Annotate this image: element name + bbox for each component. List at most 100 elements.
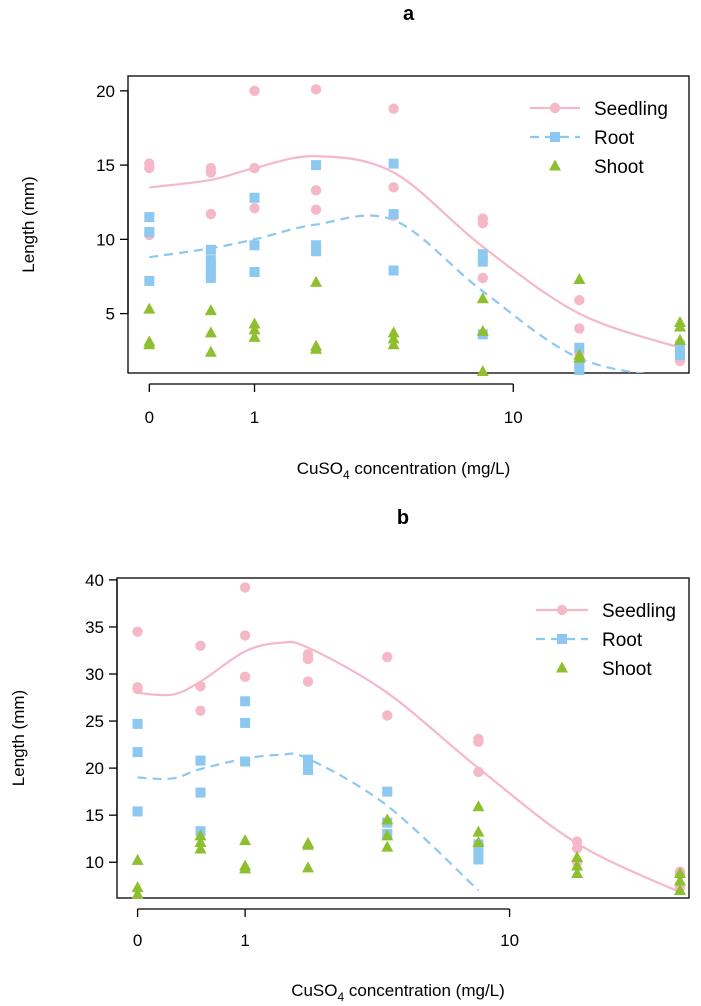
point-shoot [387,332,400,344]
point-root [205,272,216,283]
point-shoot [571,859,584,871]
y-tick-label: 30 [85,665,104,684]
y-tick-label: 40 [85,571,104,590]
legend-label-shoot: Shoot [602,659,652,680]
point-shoot [571,851,584,863]
point-seedling [388,182,399,193]
point-seedling [382,710,393,721]
point-shoot [302,861,315,873]
point-shoot [248,323,261,335]
point-seedling [239,582,251,593]
x-tick-label: 10 [500,931,519,950]
y-tick-label: 20 [96,82,115,101]
point-shoot [381,829,394,841]
point-shoot [472,835,485,847]
legend-marker-seedling [549,102,561,114]
point-root [144,275,155,286]
point-root [311,246,322,257]
point-seedling [477,272,489,284]
point-root [303,754,314,765]
point-root [675,341,685,352]
point-shoot [674,320,686,332]
point-shoot [674,867,686,879]
point-shoot [204,345,217,357]
y-tick-label: 10 [85,853,104,872]
point-root [388,265,399,276]
x-tick-label: 0 [133,931,142,950]
chart-title: b [397,507,409,529]
point-root [675,350,685,361]
point-seedling [239,630,251,641]
point-seedling [473,766,484,778]
fit-line-seedling [149,155,681,349]
legend-marker-root [557,634,567,644]
point-shoot [194,835,207,847]
point-seedling [205,208,217,220]
y-tick-label: 25 [85,712,104,731]
point-root [195,787,206,798]
legend-label-shoot: Shoot [594,157,644,178]
point-shoot [387,338,400,350]
point-root [574,365,585,376]
point-root [477,249,488,260]
point-shoot [310,342,323,354]
point-root [132,806,143,817]
point-root [388,209,399,220]
point-shoot [239,834,252,846]
point-shoot [248,317,261,329]
point-seedling [239,671,251,683]
legend-label-root: Root [602,630,643,651]
point-seedling [310,204,322,215]
point-root [249,192,260,203]
point-root [477,256,488,267]
point-root [249,267,260,278]
x-tick-label: 1 [240,931,249,950]
point-root [144,212,155,223]
point-seedling [249,162,260,174]
legend-marker-root [550,132,560,142]
legend-marker-shoot [549,159,561,171]
point-shoot [302,838,315,850]
point-root [382,786,393,797]
plot-frame [127,75,690,374]
point-seedling [195,705,206,716]
y-tick-label: 15 [96,156,115,175]
y-tick-label: 10 [96,230,115,249]
point-root [311,240,322,251]
point-seedling [132,626,143,637]
point-shoot [131,881,144,893]
point-shoot [143,302,156,314]
point-shoot [387,326,400,338]
point-shoot [674,333,686,345]
point-shoot [204,326,217,338]
point-shoot [131,853,144,865]
point-root [205,255,216,266]
fit-line-seedling [137,640,681,894]
point-shoot [143,338,156,350]
point-root [303,765,314,775]
x-tick-label: 1 [250,408,259,427]
point-seedling [310,84,322,95]
point-shoot [472,800,485,812]
point-seedling [302,676,314,687]
x-tick-label: 0 [145,408,154,427]
point-shoot [204,304,217,316]
point-root [473,854,484,865]
x-axis-label: CuSO4 concentration (mg/L) [291,981,505,1004]
point-seedling [310,185,322,196]
y-tick-label: 35 [85,618,104,637]
legend-marker-shoot [556,661,568,673]
point-shoot [194,829,207,841]
y-tick-label: 20 [85,759,104,778]
point-shoot [239,862,252,874]
point-shoot [674,874,686,886]
point-seedling [473,736,484,747]
y-tick-label: 5 [106,305,115,324]
point-shoot [472,825,485,837]
legend-label-root: Root [594,128,635,149]
point-seedling [574,295,585,306]
x-tick-label: 10 [504,408,523,427]
chart-title: a [403,3,415,25]
point-root [144,226,155,237]
